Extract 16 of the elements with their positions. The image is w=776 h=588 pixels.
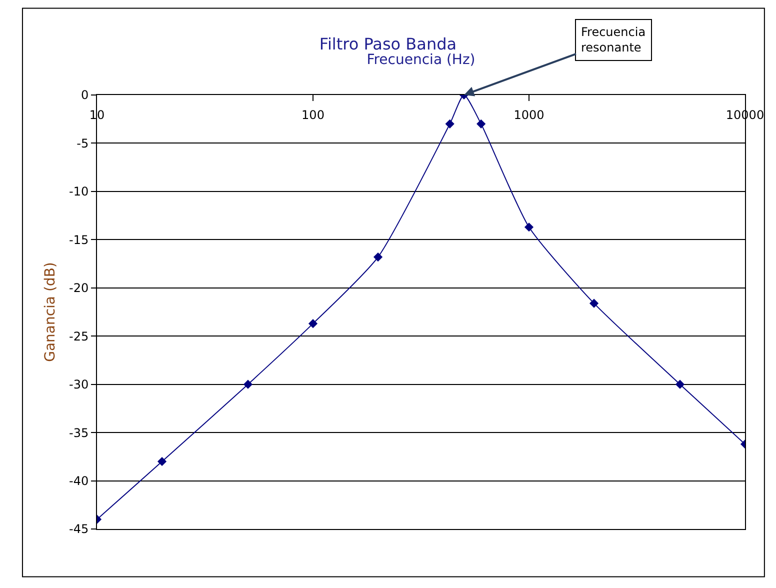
chart-title: Filtro Paso Banda bbox=[319, 34, 457, 54]
y-tick-label: -30 bbox=[68, 378, 89, 392]
y-tick-label: -35 bbox=[68, 426, 89, 440]
x-axis-title: Frecuencia (Hz) bbox=[366, 52, 476, 68]
y-tick-label: -40 bbox=[68, 474, 89, 488]
y-tick-label: -25 bbox=[68, 329, 89, 344]
y-tick-label: 0 bbox=[80, 88, 89, 102]
x-tick-label: 100 bbox=[302, 108, 324, 122]
y-tick-label: -10 bbox=[68, 184, 89, 199]
y-tick-label: -45 bbox=[68, 522, 89, 536]
y-tick-label: -5 bbox=[76, 136, 89, 150]
y-tick-label: -20 bbox=[68, 281, 89, 296]
annotation: Frecuencia resonante bbox=[581, 25, 646, 55]
y-tick-label: -15 bbox=[68, 232, 89, 247]
y-axis-title: Ganancia (dB) bbox=[42, 262, 59, 362]
x-tick-label: 1000 bbox=[514, 108, 544, 122]
